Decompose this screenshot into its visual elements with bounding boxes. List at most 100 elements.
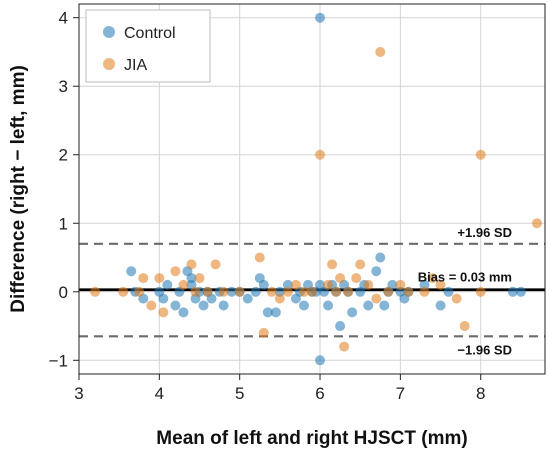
jia-point [190, 286, 201, 297]
jia-point [158, 307, 169, 318]
control-point [515, 286, 526, 297]
axis-ticks: 3 4 5 6 7 8 −1 0 1 2 3 4 [49, 9, 486, 403]
jia-point [403, 286, 414, 297]
y-axis-title: Difference (right − left, mm) [8, 65, 29, 313]
control-point [274, 286, 285, 297]
jia-point [531, 218, 542, 229]
jia-point [419, 286, 430, 297]
jia-point [427, 273, 438, 284]
control-point [270, 307, 281, 318]
jia-point [339, 341, 350, 352]
jia-point [451, 293, 462, 304]
jia-point [146, 300, 157, 311]
jia-point [134, 286, 145, 297]
control-point [443, 286, 454, 297]
jia-point [194, 273, 205, 284]
legend-label: JIA [124, 57, 147, 74]
control-point [371, 266, 382, 277]
jia-point [218, 286, 229, 297]
x-tick-label: 6 [315, 384, 324, 403]
legend-label: Control [124, 25, 176, 42]
y-tick-label: 3 [59, 77, 68, 96]
jia-point [331, 286, 342, 297]
control-point [262, 307, 273, 318]
jia-point [138, 273, 149, 284]
jia-point [335, 273, 346, 284]
x-tick-label: 7 [396, 384, 405, 403]
control-point [315, 355, 326, 366]
bias-label: Bias = 0.03 mm [418, 270, 512, 285]
jia-point [186, 259, 197, 270]
jia-point [298, 286, 309, 297]
sd-limit-label: −1.96 SD [457, 342, 512, 357]
control-point [218, 300, 229, 311]
jia-point [254, 252, 265, 263]
control-point [298, 300, 309, 311]
legend-marker [103, 58, 115, 70]
jia-point [327, 259, 338, 270]
control-point [507, 286, 518, 297]
jia-point [355, 259, 366, 270]
x-tick-label: 3 [74, 384, 83, 403]
y-tick-label: −1 [49, 351, 68, 370]
plot-frame [78, 3, 546, 375]
control-point [226, 286, 237, 297]
jia-point [307, 286, 317, 297]
jia-point [282, 286, 293, 297]
reference-line-labels: +1.96 SD Bias = 0.03 mm −1.96 SD [418, 225, 512, 358]
control-point [375, 252, 386, 263]
legend: Control JIA [85, 9, 211, 83]
legend-marker [103, 26, 115, 38]
control-point [258, 279, 269, 290]
control-point [323, 300, 334, 311]
legend-box [85, 9, 211, 83]
jia-point [475, 286, 486, 297]
y-tick-label: 1 [59, 214, 68, 233]
jia-point [395, 279, 406, 290]
x-axis-title: Mean of left and right HJSCT (mm) [156, 428, 467, 449]
jia-point [178, 279, 189, 290]
jia-point [475, 149, 486, 160]
jia-point [290, 279, 301, 290]
data-points [90, 12, 542, 366]
x-tick-label: 8 [476, 384, 485, 403]
jia-point [375, 46, 386, 57]
control-point [158, 293, 169, 304]
y-tick-label: 4 [59, 9, 68, 28]
jia-point [274, 293, 285, 304]
control-point [282, 279, 293, 290]
control-point [419, 279, 430, 290]
sd-limit-label: +1.96 SD [457, 225, 512, 240]
jia-point [266, 286, 277, 297]
control-point [315, 12, 326, 23]
control-point [347, 307, 358, 318]
control-point [363, 300, 374, 311]
control-point [162, 279, 173, 290]
plot-border [78, 3, 546, 375]
jia-point [170, 266, 181, 277]
y-tick-label: 0 [59, 283, 68, 302]
jia-point [323, 279, 334, 290]
jia-point [435, 279, 446, 290]
x-tick-label: 5 [235, 384, 244, 403]
control-point [242, 293, 253, 304]
control-point [435, 300, 446, 311]
control-point [379, 300, 390, 311]
control-point [250, 286, 261, 297]
jia-point [383, 286, 394, 297]
jia-point [202, 286, 213, 297]
x-tick-label: 4 [155, 384, 164, 403]
control-point [126, 266, 137, 277]
control-point [335, 321, 346, 332]
jia-point [118, 286, 129, 297]
jia-point [315, 149, 326, 160]
jia-point [154, 273, 165, 284]
jia-point [351, 273, 362, 284]
control-point [186, 273, 197, 284]
y-tick-label: 2 [59, 146, 68, 165]
control-point [198, 300, 209, 311]
jia-point [459, 321, 470, 332]
jia-point [210, 259, 221, 270]
jia-point [371, 293, 382, 304]
